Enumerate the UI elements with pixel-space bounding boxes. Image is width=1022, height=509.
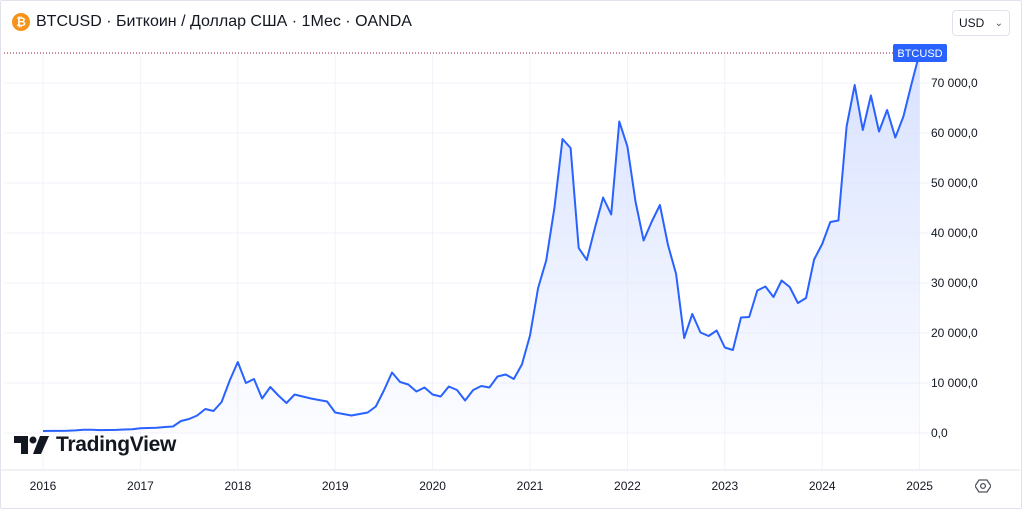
tradingview-logo[interactable]: TradingView: [14, 433, 176, 457]
x-tick-label: 2024: [809, 479, 836, 493]
x-tick-label: 2016: [30, 479, 57, 493]
x-tick-label: 2025: [906, 479, 933, 493]
price-badge-bg: [893, 44, 947, 62]
x-tick-label: 2018: [224, 479, 251, 493]
x-axis-labels: 2016 2017 2018 2019 2020 2021 2022 2023 2024 2025: [30, 479, 934, 493]
y-tick-label: 20 000,0: [931, 326, 978, 340]
settings-gear-icon[interactable]: [973, 476, 993, 496]
x-tick-label: 2023: [711, 479, 738, 493]
x-tick-label: 2022: [614, 479, 641, 493]
tradingview-logo-icon: [14, 436, 49, 454]
y-tick-label: 40 000,0: [931, 226, 978, 240]
y-tick-label: 10 000,0: [931, 376, 978, 390]
x-tick-label: 2020: [419, 479, 446, 493]
x-tick-label: 2019: [322, 479, 349, 493]
bitcoin-coin-icon: ₿: [12, 13, 30, 31]
chart-title: BTCUSD · Биткоин / Доллар США · 1Мес · O…: [36, 13, 412, 30]
price-badge-label: BTCUSD: [897, 48, 942, 60]
chart-header: ₿ BTCUSD · Биткоин / Доллар США · 1Мес ·…: [12, 10, 412, 34]
y-tick-label: 60 000,0: [931, 126, 978, 140]
y-axis-labels: 0,0 10 000,0 20 000,0 30 000,0 40 000,0 50 00…: [931, 76, 978, 440]
currency-label: USD: [959, 16, 985, 30]
currency-select[interactable]: USD ⌄: [952, 10, 1010, 36]
price-area-fill: [43, 53, 920, 433]
tradingview-wordmark: TradingView: [56, 433, 177, 456]
price-badge: BTCUSD: [893, 44, 947, 62]
chevron-down-icon: ⌄: [994, 17, 1003, 29]
y-tick-label: 70 000,0: [931, 76, 978, 90]
y-tick-label: 0,0: [931, 426, 948, 440]
x-tick-label: 2017: [127, 479, 154, 493]
y-tick-label: 50 000,0: [931, 176, 978, 190]
y-tick-label: 30 000,0: [931, 276, 978, 290]
x-tick-label: 2021: [517, 479, 544, 493]
price-line: [42, 52, 921, 432]
